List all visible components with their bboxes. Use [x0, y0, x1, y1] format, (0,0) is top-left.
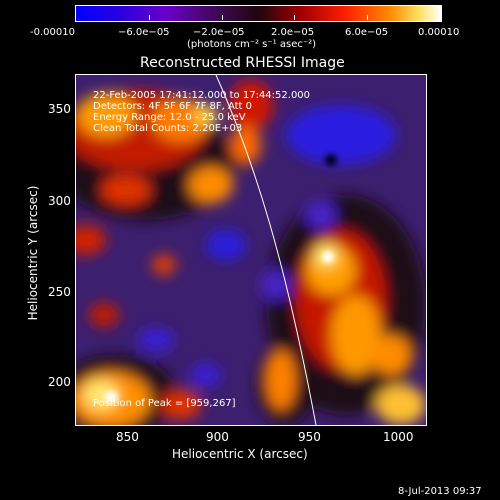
plot-title: Reconstructed RHESSI Image: [140, 55, 345, 71]
colorbar-tick-label: 2.0e−05: [271, 27, 315, 38]
colorbar: [75, 5, 442, 22]
timestamp: 8-Jul-2013 09:37: [398, 486, 482, 497]
energy-range-text: Energy Range: 12.0 - 25.0 keV: [93, 112, 246, 123]
y-tick-label: 350: [48, 102, 71, 116]
time-range-text: 22-Feb-2005 17:41:12.000 to 17:44:52.000: [93, 90, 311, 101]
colorbar-tick-label: −6.0e−05: [118, 27, 170, 38]
detectors-text: Detectors: 4F 5F 6F 7F 8F, Att 0: [93, 101, 253, 112]
colorbar-tick: [367, 15, 368, 20]
y-tick-label: 300: [48, 194, 71, 208]
colorbar-tick: [294, 15, 295, 20]
x-tick-label: 950: [298, 430, 321, 444]
x-tick-label: 1000: [383, 430, 414, 444]
y-axis-label: Heliocentric Y (arcsec): [26, 185, 40, 321]
colorbar-tick-label: −2.0e−05: [193, 27, 245, 38]
rhessi-image: [75, 74, 427, 426]
y-tick-label: 200: [48, 375, 71, 389]
colorbar-tick-label: -0.00010: [30, 27, 75, 38]
x-axis-label: Heliocentric X (arcsec): [172, 447, 308, 461]
x-tick-label: 850: [116, 430, 139, 444]
colorbar-tick: [75, 15, 76, 20]
colorbar-tick-label: 0.00010: [418, 27, 460, 38]
clean-counts-text: Clean Total Counts: 2.20E+03: [93, 123, 243, 134]
y-tick-label: 250: [48, 285, 71, 299]
peak-position-text: Position of Peak = [959,267]: [93, 398, 236, 409]
colorbar-tick: [149, 15, 150, 20]
colorbar-tick: [222, 15, 223, 20]
colorbar-tick-label: 6.0e−05: [345, 27, 389, 38]
colorbar-unit-label: (photons cm⁻² s⁻¹ asec⁻²): [187, 39, 317, 50]
x-tick-label: 900: [206, 430, 229, 444]
